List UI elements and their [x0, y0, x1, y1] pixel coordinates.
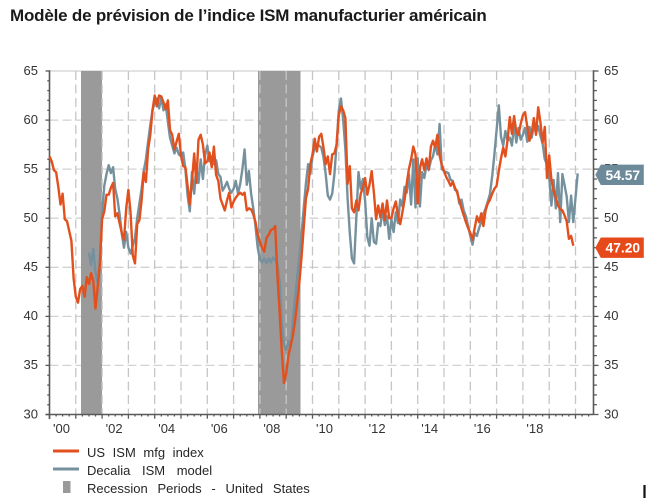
svg-text:60: 60 — [24, 112, 38, 127]
svg-text:65: 65 — [604, 63, 618, 78]
svg-text:45: 45 — [604, 259, 618, 274]
svg-text:'02: '02 — [106, 421, 123, 436]
svg-text:45: 45 — [24, 259, 38, 274]
svg-text:50: 50 — [24, 210, 38, 225]
svg-text:40: 40 — [604, 308, 618, 323]
svg-text:47.20: 47.20 — [606, 241, 641, 256]
svg-text:30: 30 — [24, 406, 38, 421]
svg-text:'16: '16 — [474, 421, 491, 436]
svg-text:65: 65 — [24, 63, 38, 78]
svg-text:60: 60 — [604, 112, 618, 127]
svg-text:35: 35 — [604, 357, 618, 372]
svg-text:'18: '18 — [526, 421, 543, 436]
svg-text:'10: '10 — [316, 421, 333, 436]
svg-text:40: 40 — [24, 308, 38, 323]
svg-text:'00: '00 — [53, 421, 70, 436]
svg-text:55: 55 — [24, 161, 38, 176]
svg-text:30: 30 — [604, 406, 618, 421]
svg-text:'12: '12 — [369, 421, 386, 436]
svg-text:'04: '04 — [158, 421, 175, 436]
svg-text:35: 35 — [24, 357, 38, 372]
svg-text:'06: '06 — [211, 421, 228, 436]
svg-text:50: 50 — [604, 210, 618, 225]
svg-text:'14: '14 — [421, 421, 438, 436]
svg-text:54.57: 54.57 — [606, 168, 641, 183]
svg-text:'08: '08 — [263, 421, 280, 436]
